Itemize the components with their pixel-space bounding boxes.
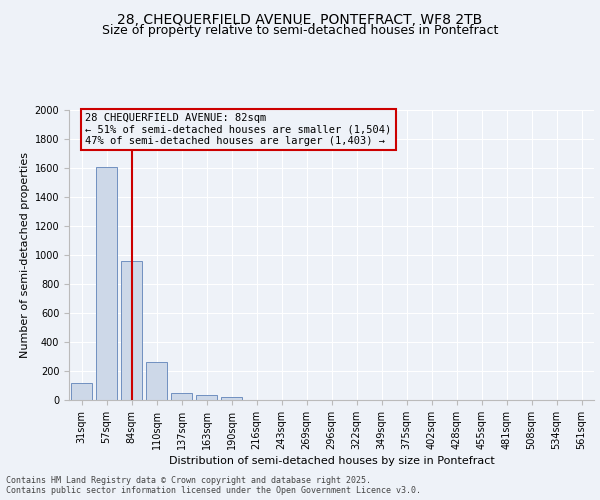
Bar: [221, 397, 242, 400]
Text: Contains HM Land Registry data © Crown copyright and database right 2025.
Contai: Contains HM Land Registry data © Crown c…: [6, 476, 421, 495]
X-axis label: Distribution of semi-detached houses by size in Pontefract: Distribution of semi-detached houses by …: [169, 456, 494, 466]
Bar: [171, 394, 192, 400]
Bar: [121, 261, 142, 400]
Text: 28, CHEQUERFIELD AVENUE, PONTEFRACT, WF8 2TB: 28, CHEQUERFIELD AVENUE, PONTEFRACT, WF8…: [118, 12, 482, 26]
Bar: [96, 166, 117, 400]
Bar: [146, 362, 167, 400]
Text: Size of property relative to semi-detached houses in Pontefract: Size of property relative to semi-detach…: [102, 24, 498, 37]
Text: 28 CHEQUERFIELD AVENUE: 82sqm
← 51% of semi-detached houses are smaller (1,504)
: 28 CHEQUERFIELD AVENUE: 82sqm ← 51% of s…: [85, 113, 392, 146]
Y-axis label: Number of semi-detached properties: Number of semi-detached properties: [20, 152, 31, 358]
Bar: [71, 382, 92, 400]
Bar: [196, 395, 217, 400]
